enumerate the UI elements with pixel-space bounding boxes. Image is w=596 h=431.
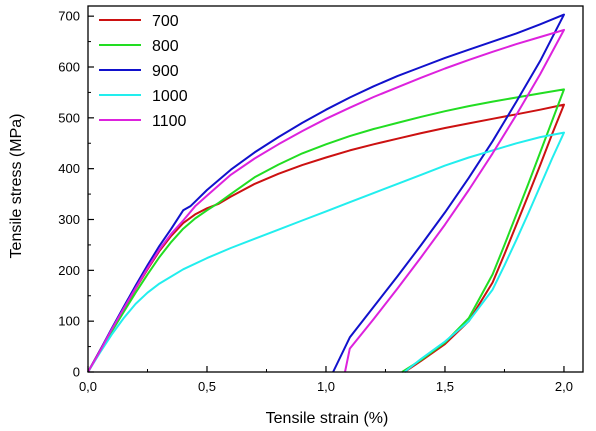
x-axis-ticks: 0,0 0,5 1,0 1,5 2,0 <box>79 366 573 394</box>
y-tick-label: 600 <box>58 60 80 75</box>
legend-label: 1100 <box>152 113 187 130</box>
y-tick-label: 700 <box>58 9 80 24</box>
y-tick-label: 300 <box>58 212 80 227</box>
x-axis-title: Tensile strain (%) <box>266 410 389 427</box>
y-tick-label: 400 <box>58 161 80 176</box>
legend-label: 700 <box>152 13 179 30</box>
y-tick-label: 0 <box>73 365 80 380</box>
legend: 700 800 900 1000 1100 <box>99 13 188 130</box>
series-line-1000 <box>87 131 565 373</box>
y-tick-label: 200 <box>58 263 80 278</box>
legend-item-900: 900 <box>99 63 179 80</box>
legend-label: 1000 <box>152 88 188 105</box>
y-axis-title: Tensile stress (MPa) <box>8 114 25 259</box>
series-line-1100 <box>87 28 565 373</box>
legend-label: 800 <box>152 38 179 55</box>
legend-item-1000: 1000 <box>99 88 188 105</box>
x-tick-label: 1,5 <box>436 379 454 394</box>
legend-item-700: 700 <box>99 13 179 30</box>
legend-item-800: 800 <box>99 38 179 55</box>
y-tick-label: 100 <box>58 314 80 329</box>
x-tick-label: 0,0 <box>79 379 97 394</box>
legend-item-1100: 1100 <box>99 113 187 130</box>
series-line-800 <box>87 88 565 373</box>
y-tick-label: 500 <box>58 110 80 125</box>
series-curves <box>87 13 565 373</box>
x-tick-label: 2,0 <box>555 379 573 394</box>
plot-frame <box>87 5 584 373</box>
axes-frame <box>87 5 584 373</box>
x-tick-label: 1,0 <box>317 379 335 394</box>
legend-label: 900 <box>152 63 179 80</box>
y-axis-ticks: 0 100 200 300 400 500 600 700 <box>58 9 94 380</box>
series-line-900 <box>87 13 565 373</box>
x-tick-label: 0,5 <box>198 379 216 394</box>
